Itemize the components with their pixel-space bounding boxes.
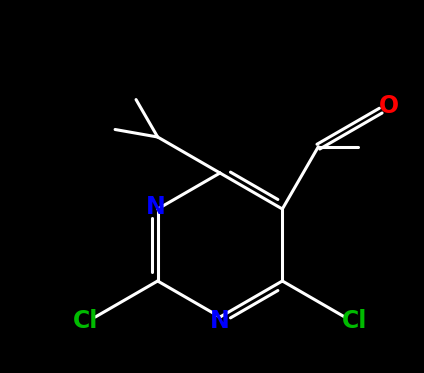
Text: N: N <box>210 309 230 333</box>
Text: Cl: Cl <box>73 309 98 333</box>
Text: Cl: Cl <box>342 309 367 333</box>
Text: O: O <box>379 94 399 117</box>
Text: N: N <box>146 195 165 219</box>
